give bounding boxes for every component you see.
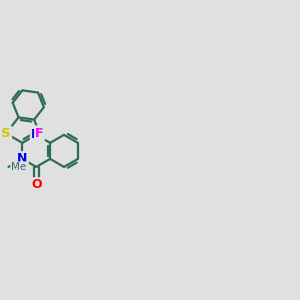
Text: O: O <box>31 178 42 191</box>
Text: N: N <box>17 152 28 165</box>
Text: F: F <box>35 127 44 140</box>
Text: N: N <box>31 128 41 141</box>
Text: S: S <box>1 127 11 140</box>
Text: Me: Me <box>11 162 26 172</box>
